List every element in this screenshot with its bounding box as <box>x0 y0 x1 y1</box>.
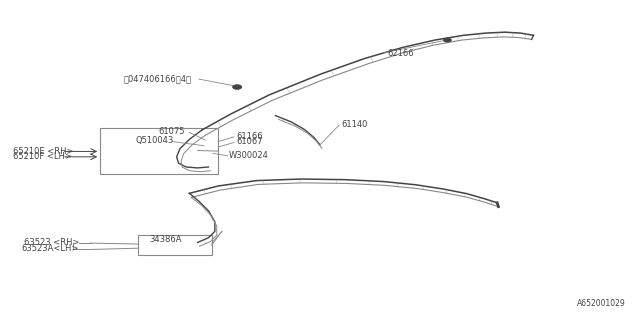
Text: 61067: 61067 <box>236 137 262 147</box>
Text: A652001029: A652001029 <box>577 300 626 308</box>
Text: W300024: W300024 <box>229 151 269 160</box>
Text: Ⓢ047406166（4）: Ⓢ047406166（4） <box>124 74 192 83</box>
Text: 61166: 61166 <box>236 132 262 141</box>
Text: 61140: 61140 <box>341 120 367 129</box>
Text: 62166: 62166 <box>387 49 413 58</box>
Circle shape <box>444 38 451 42</box>
Text: 65210E <RH>: 65210E <RH> <box>13 147 74 156</box>
Text: 63523 <RH>: 63523 <RH> <box>24 238 79 247</box>
Text: 63523A<LH>: 63523A<LH> <box>21 244 79 253</box>
Text: 65210F <LH>: 65210F <LH> <box>13 152 72 161</box>
Text: 34386A: 34386A <box>149 235 182 244</box>
Circle shape <box>233 85 242 89</box>
Text: 61075: 61075 <box>159 127 186 136</box>
Text: Q510043: Q510043 <box>135 136 173 146</box>
